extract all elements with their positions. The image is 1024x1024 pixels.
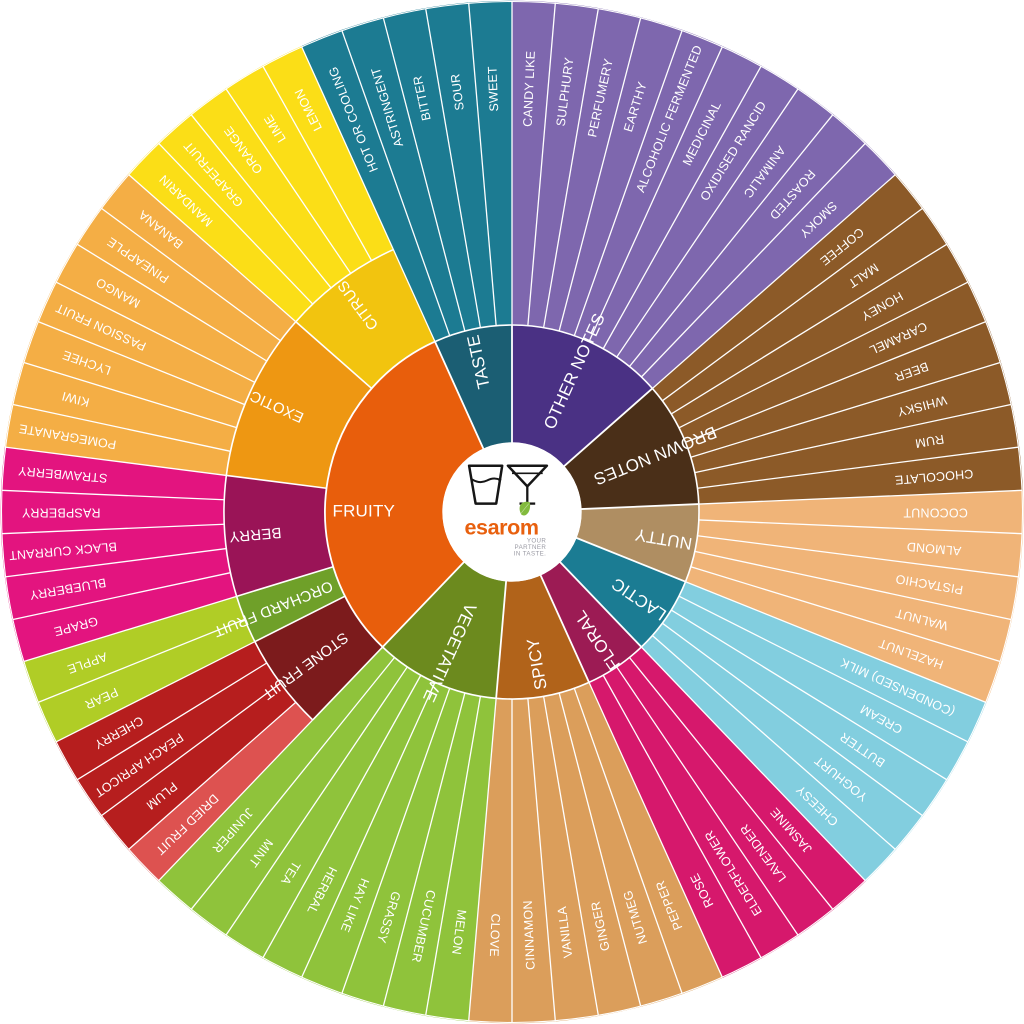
svg-text:RASPBERRY: RASPBERRY	[21, 506, 100, 520]
svg-text:esarom: esarom	[465, 516, 539, 540]
svg-text:CINNAMON: CINNAMON	[521, 900, 538, 970]
svg-text:IN TASTE.: IN TASTE.	[514, 551, 547, 558]
svg-text:COCONUT: COCONUT	[903, 506, 968, 520]
svg-text:SWEET: SWEET	[485, 66, 501, 112]
svg-text:CLOVE: CLOVE	[487, 913, 503, 957]
svg-text:FRUITY: FRUITY	[333, 501, 396, 520]
